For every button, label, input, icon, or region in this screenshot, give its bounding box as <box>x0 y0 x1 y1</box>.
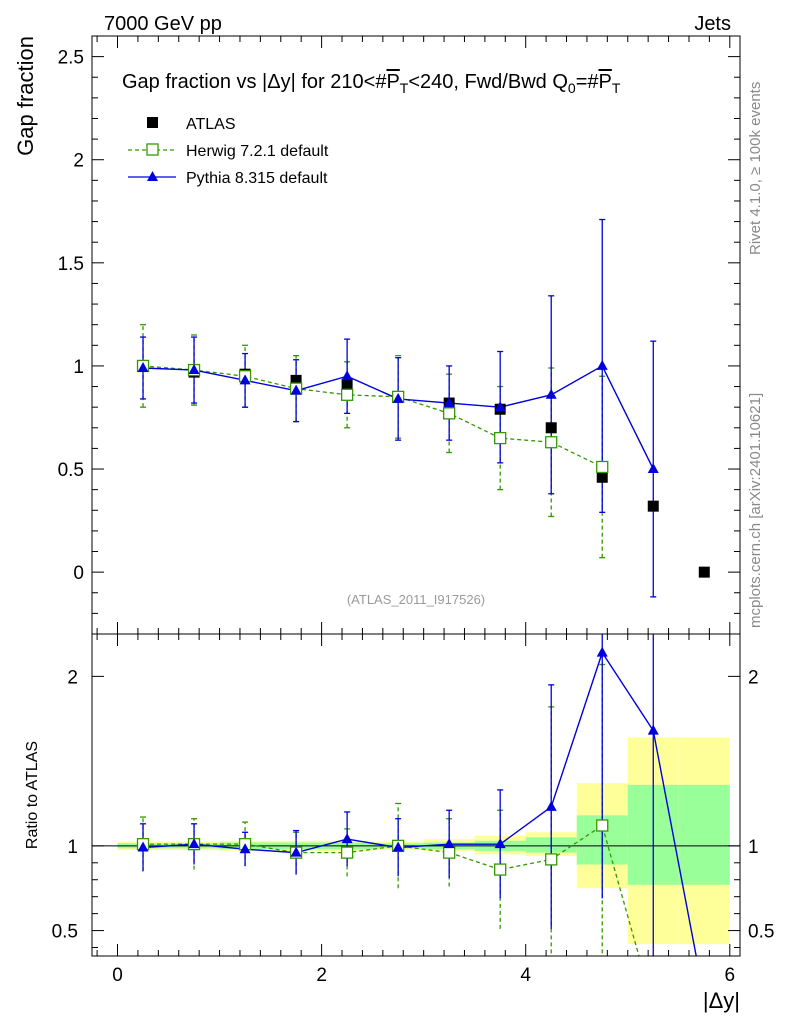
main-plot: 0 0.5 1 1.5 2 2.5 Gap fraction vs |Δy| for 21… <box>13 35 741 635</box>
main-y-tick-label: 0.5 <box>58 460 84 481</box>
ratio-pythia-point <box>188 838 200 849</box>
analysis-watermark: (ATLAS_2011_I917526) <box>347 592 485 607</box>
ratio-herwig-point <box>494 863 507 876</box>
pythia-point <box>494 401 506 412</box>
legend-herwig-marker <box>146 143 159 156</box>
herwig-point <box>596 460 609 474</box>
ratio-pythia-point <box>596 646 608 657</box>
ratio-y-label: Ratio to ATLAS <box>24 741 41 849</box>
pythia-point <box>596 359 608 370</box>
ratio-herwig-line <box>143 824 640 956</box>
herwig-point <box>545 436 558 449</box>
header-right: Jets <box>694 13 731 35</box>
ratio-herwig-point <box>443 846 456 859</box>
atlas-point <box>290 374 302 386</box>
plot-title: Gap fraction vs |Δy| for 210<#PT<240, Fw… <box>122 71 621 96</box>
legend-herwig-label: Herwig 7.2.1 default <box>186 143 329 160</box>
ratio-y-tick-label-right: 0.5 <box>748 922 774 943</box>
herwig-point <box>340 388 354 401</box>
main-y-tick-label: 1.5 <box>58 254 84 275</box>
mcplots-label: mcplots.cern.ch [arXiv:2401.10621] <box>747 393 764 628</box>
herwig-line <box>142 365 603 468</box>
x-tick-label: 6 <box>725 965 736 986</box>
main-y-tick-label: 2.5 <box>58 48 84 69</box>
ratio-y-tick-label-right: 1 <box>748 837 759 858</box>
header-left: 7000 GeV pp <box>104 13 222 35</box>
ratio-pythia-point <box>443 838 455 849</box>
x-tick-label: 4 <box>520 965 531 986</box>
main-y-label: Gap fraction <box>13 36 38 156</box>
ratio-pythia-line <box>142 651 697 956</box>
pythia-point <box>443 397 455 408</box>
legend-atlas-label: ATLAS <box>186 116 236 133</box>
herwig-point <box>443 407 456 420</box>
herwig-point <box>494 431 507 445</box>
legend-pythia-label: Pythia 8.315 default <box>186 170 328 187</box>
ratio-pythia-point <box>137 841 149 852</box>
ratio-herwig-point <box>545 853 558 866</box>
atlas-point <box>545 422 557 434</box>
pythia-point <box>188 364 200 375</box>
legend-atlas-marker <box>147 117 158 128</box>
ratio-pythia-point <box>239 843 251 854</box>
pythia-point <box>137 361 149 372</box>
ratio-pythia-point <box>392 841 404 852</box>
ratio-plot: 0.5 0.5 1 1 2 2 Ratio to ATLAS <box>24 633 774 957</box>
rivet-label: Rivet 4.1.0, ≥ 100k events <box>747 82 764 255</box>
ratio-y-tick-label-left: 1 <box>67 837 78 858</box>
main-y-tick-label: 0 <box>73 563 84 584</box>
ratio-pythia-point <box>341 833 353 844</box>
ratio-pythia-point <box>290 846 302 857</box>
ratio-plot-frame <box>91 633 741 957</box>
ratio-y-tick-label-left: 2 <box>67 667 78 688</box>
pythia-point <box>239 374 251 385</box>
pythia-point <box>392 392 404 403</box>
x-axis-label: |Δy| <box>703 988 740 1013</box>
ratio-herwig-point <box>596 819 609 832</box>
legend-pythia-marker <box>147 171 158 181</box>
pythia-point <box>341 370 353 381</box>
ratio-pythia-point <box>647 724 659 735</box>
ratio-band-inner <box>678 784 730 885</box>
ratio-pythia-point <box>545 800 557 811</box>
ratio-pythia-point <box>494 838 506 849</box>
legend: ATLAS Herwig 7.2.1 default Pythia 8.315 … <box>128 116 329 187</box>
atlas-point <box>341 378 353 390</box>
atlas-point <box>596 471 608 483</box>
ratio-y-tick-label-left: 0.5 <box>52 922 78 943</box>
main-y-tick-label: 2 <box>73 151 84 172</box>
pythia-point <box>290 384 302 395</box>
x-tick-label: 2 <box>316 965 327 986</box>
pythia-point <box>545 388 557 399</box>
x-tick-label: 0 <box>112 965 123 986</box>
pythia-point <box>647 463 659 474</box>
ratio-y-tick-label-right: 2 <box>748 667 759 688</box>
main-y-tick-label: 1 <box>73 357 84 378</box>
atlas-point <box>647 500 659 512</box>
atlas-point <box>698 566 710 578</box>
ratio-herwig-point <box>340 846 354 859</box>
